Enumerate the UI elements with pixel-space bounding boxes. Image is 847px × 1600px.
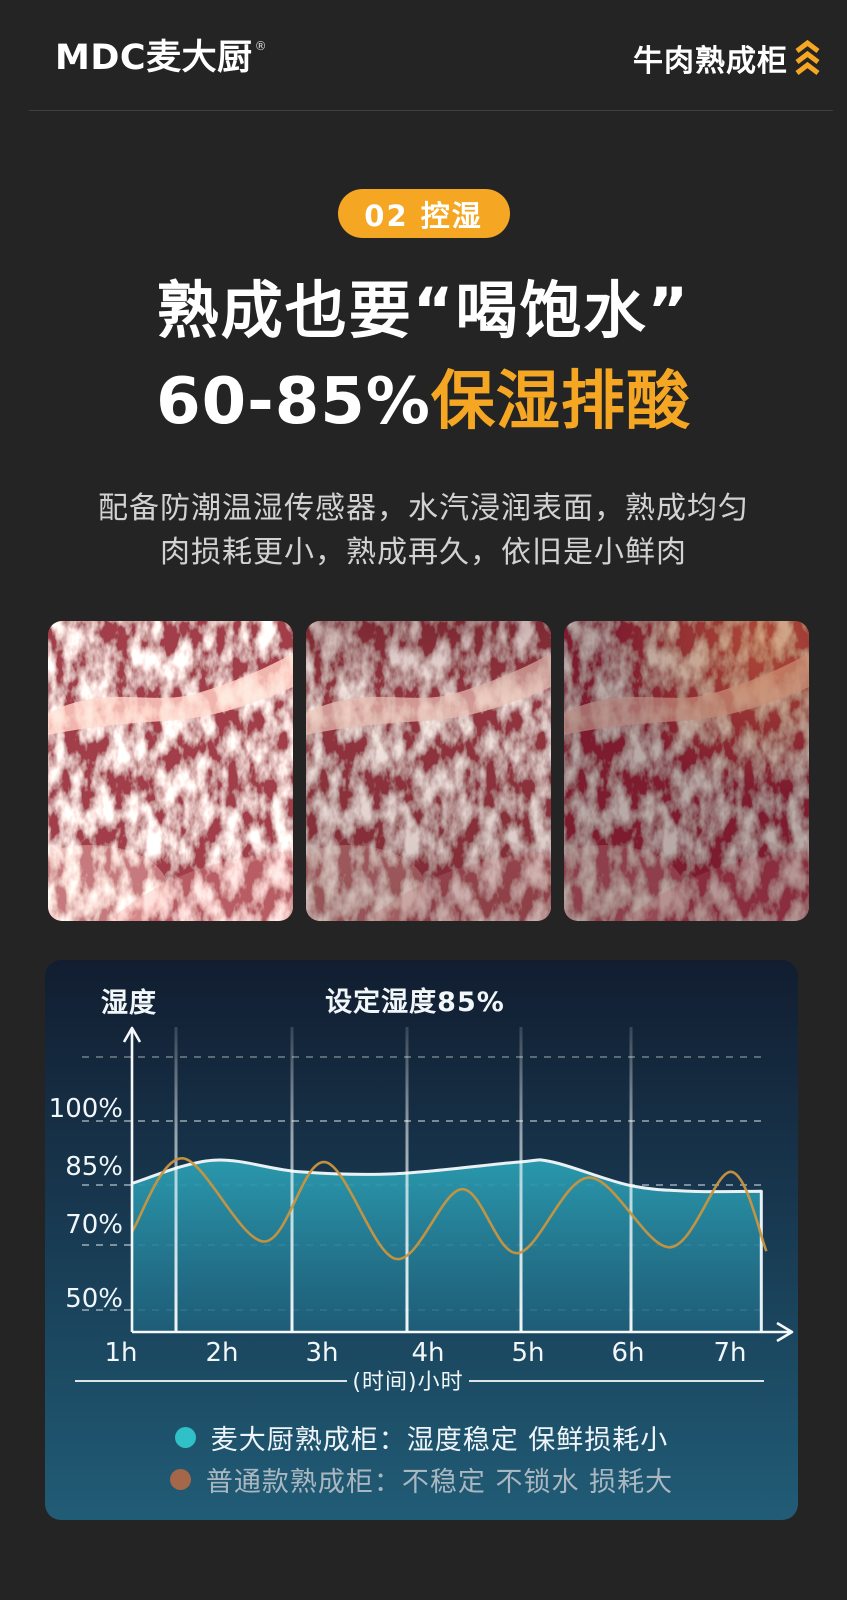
legend-dot-teal-icon <box>174 1426 196 1448</box>
x-tick-label: 5h <box>511 1338 544 1368</box>
marbled-beef-photo-medium <box>306 621 551 921</box>
chart-annotation-set-humidity: 设定湿度85% <box>325 986 505 1018</box>
humidity-chart-panel: 湿度 设定湿度85% 100% 85% 70% 50% <box>45 960 798 1520</box>
series-line-ordinary-cabinet <box>130 1156 768 1261</box>
y-tick-label: 85% <box>65 1152 123 1182</box>
x-tick-label: 7h <box>713 1338 746 1368</box>
marbled-beef-photo-dark <box>564 621 809 921</box>
hero-description: 配备防潮温湿传感器，水汽浸润表面，熟成均匀 肉损耗更小，熟成再久，依旧是小鲜肉 <box>0 487 847 575</box>
y-tick-label: 70% <box>65 1210 123 1240</box>
hero-description-line2: 肉损耗更小，熟成再久，依旧是小鲜肉 <box>160 535 687 570</box>
legend-item-mdc: 麦大厨熟成柜：湿度稳定 保鲜损耗小 <box>174 1420 669 1456</box>
series-line-mdc-cabinet <box>131 1158 763 1332</box>
x-tick-label: 2h <box>205 1338 238 1368</box>
product-label: 牛肉熟成柜 <box>633 44 788 79</box>
y-tick-label: 50% <box>65 1284 123 1314</box>
x-axis-title: (时间)小时 <box>352 1370 463 1395</box>
brand-logo: MDC麦大厨 ® <box>55 37 267 78</box>
humidity-chart: 湿度 设定湿度85% 100% 85% 70% 50% <box>45 960 798 1520</box>
section-badge: 02 控湿 <box>337 189 510 238</box>
x-tick-label: 3h <box>305 1338 338 1368</box>
hero-subtitle: 60-85%保湿排酸 <box>0 360 847 444</box>
marbled-beef-photo-light <box>48 621 293 921</box>
chart-legend: 麦大厨熟成柜：湿度稳定 保鲜损耗小 普通款熟成柜：不稳定 不锁水 损耗大 <box>45 1420 798 1498</box>
y-tick-label: 100% <box>49 1094 123 1124</box>
header-divider <box>29 110 833 111</box>
x-tick-label: 6h <box>611 1338 644 1368</box>
hero-subtitle-range: 60-85% <box>156 365 431 439</box>
beef-photo-gallery <box>48 621 809 921</box>
hero-description-line1: 配备防潮温湿传感器，水汽浸润表面，熟成均匀 <box>98 491 749 526</box>
x-tick-label: 4h <box>411 1338 444 1368</box>
legend-label-mdc: 麦大厨熟成柜：湿度稳定 保鲜损耗小 <box>210 1424 669 1456</box>
legend-item-ordinary: 普通款熟成柜：不稳定 不锁水 损耗大 <box>169 1462 674 1498</box>
product-label-group: 牛肉熟成柜 <box>633 36 821 80</box>
legend-dot-brown-icon <box>169 1468 191 1490</box>
x-axis-arrowhead <box>776 1321 794 1343</box>
y-axis-arrowhead <box>122 1026 142 1043</box>
series-area-mdc-cabinet <box>132 1159 762 1332</box>
registered-trademark-mark: ® <box>254 38 267 53</box>
x-tick-label: 1h <box>104 1338 137 1368</box>
hero-title: 熟成也要“喝饱水” <box>156 274 691 347</box>
legend-label-ordinary: 普通款熟成柜：不稳定 不锁水 损耗大 <box>205 1466 674 1498</box>
triple-chevron-up-icon <box>794 40 821 76</box>
y-axis-title: 湿度 <box>101 987 157 1019</box>
brand-logo-text: MDC麦大厨 <box>55 37 253 78</box>
header: MDC麦大厨 ® 牛肉熟成柜 <box>55 36 821 80</box>
hero-subtitle-keyword: 保湿排酸 <box>430 365 691 439</box>
